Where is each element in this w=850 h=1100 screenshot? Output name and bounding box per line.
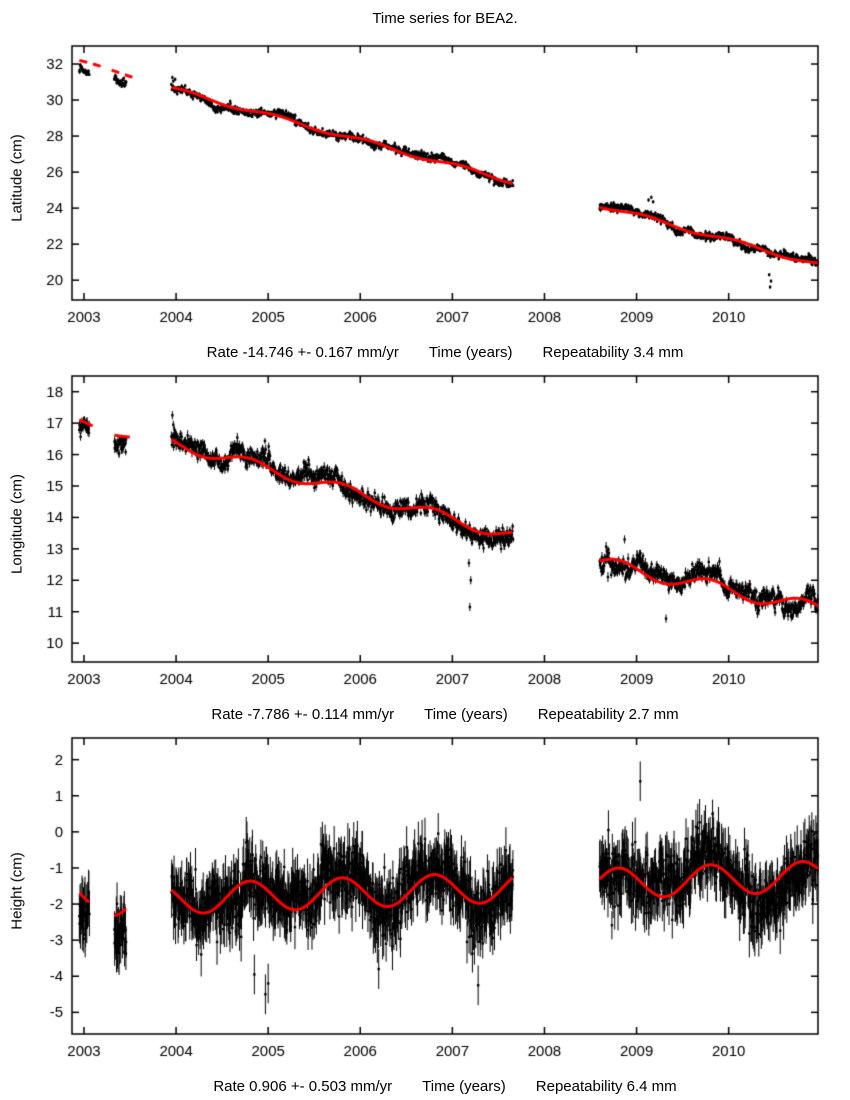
longitude-axis-label: Longitude (cm) xyxy=(8,473,26,575)
latitude-axis-label: Latitude (cm) xyxy=(8,134,26,222)
longitude-panel: Longitude (cm) Rate -7.786 +- 0.114 mm/y… xyxy=(0,366,850,728)
longitude-time-axis-label: Time (years) xyxy=(424,706,508,723)
height-repeatability-label: Repeatability 6.4 mm xyxy=(535,1078,677,1095)
longitude-footer: Rate -7.786 +- 0.114 mm/yr Time (years) … xyxy=(72,706,818,723)
latitude-repeatability-label: Repeatability 3.4 mm xyxy=(542,344,684,361)
page-title: Time series for BEA2. xyxy=(372,9,518,27)
height-footer: Rate 0.906 +- 0.503 mm/yr Time (years) R… xyxy=(72,1078,818,1095)
latitude-plot-canvas xyxy=(0,36,850,336)
latitude-footer: Rate -14.746 +- 0.167 mm/yr Time (years)… xyxy=(72,344,818,361)
height-plot-canvas xyxy=(0,728,850,1070)
longitude-plot-canvas xyxy=(0,366,850,698)
latitude-time-axis-label: Time (years) xyxy=(428,344,513,361)
height-time-axis-label: Time (years) xyxy=(422,1078,506,1095)
height-axis-label: Height (cm) xyxy=(8,852,26,930)
height-panel: Height (cm) Rate 0.906 +- 0.503 mm/yr Ti… xyxy=(0,728,850,1100)
latitude-panel: Latitude (cm) Rate -14.746 +- 0.167 mm/y… xyxy=(0,36,850,366)
height-rate-label: Rate 0.906 +- 0.503 mm/yr xyxy=(213,1078,393,1095)
longitude-rate-label: Rate -7.786 +- 0.114 mm/yr xyxy=(211,706,395,723)
longitude-repeatability-label: Repeatability 2.7 mm xyxy=(537,706,679,723)
latitude-rate-label: Rate -14.746 +- 0.167 mm/yr xyxy=(206,344,399,361)
